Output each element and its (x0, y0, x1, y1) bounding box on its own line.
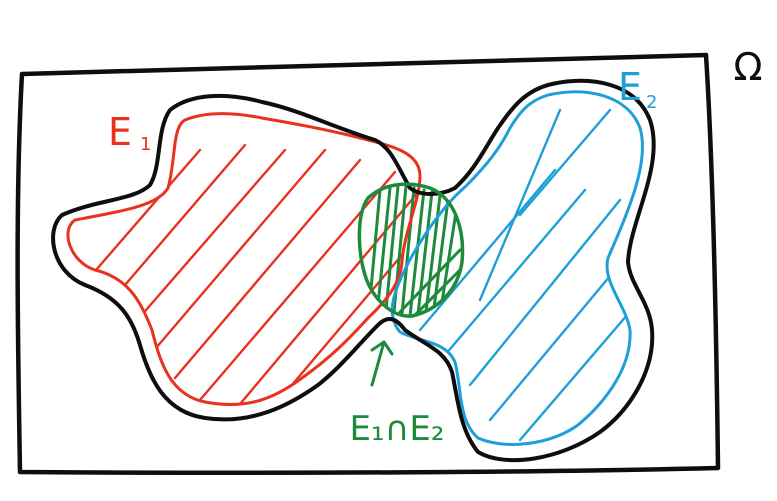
intersection-hatching (368, 184, 463, 317)
e2-outline (390, 90, 644, 446)
e2-subscript: 2 (646, 92, 657, 113)
e2-label: E (618, 65, 642, 109)
e1-hatching (68, 143, 420, 405)
e1-outline (66, 112, 422, 406)
omega-boundary (15, 52, 721, 476)
e1-label: E (108, 110, 132, 154)
e1-subscript: 1 (140, 134, 151, 155)
omega-label: Ω (733, 45, 762, 89)
union-outline (51, 78, 656, 463)
intersection-outline (357, 182, 465, 318)
intersection-arrow (370, 340, 394, 387)
intersection-label: E₁∩E₂ (349, 409, 444, 449)
